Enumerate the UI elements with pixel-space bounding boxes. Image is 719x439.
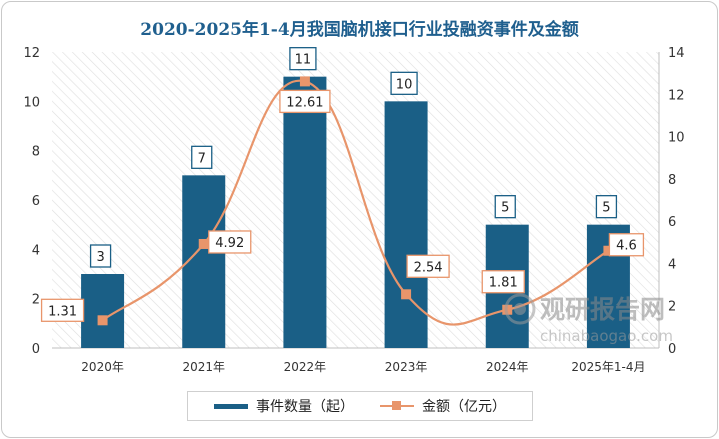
line-marker <box>299 76 310 87</box>
left-axis-tick-label: 12 <box>23 46 40 61</box>
bar-data-label-box <box>494 195 516 219</box>
left-axis-tick-label: 0 <box>32 342 40 357</box>
line-marker <box>198 238 209 249</box>
line-data-label-box <box>406 254 450 278</box>
watermark-url: chinabaogao.com <box>540 327 673 345</box>
left-axis-tick-label: 2 <box>32 293 40 308</box>
right-axis-tick-label: 14 <box>668 46 685 61</box>
right-axis-tick-label: 10 <box>668 131 685 146</box>
right-axis-tick-label: 6 <box>668 215 676 230</box>
legend-bar-swatch <box>214 403 248 409</box>
right-axis-tick-label: 2 <box>668 300 676 315</box>
bar-data-label-box <box>89 244 112 268</box>
line-data-label: 1.81 <box>489 276 518 291</box>
legend-line-label: 金额（亿元） <box>422 399 506 415</box>
x-axis-tick-label: 2022年 <box>284 360 327 374</box>
bar-data-label: 5 <box>602 201 610 216</box>
x-axis: 2020年 2021年 2022年 2023年 2024年 2025年1-4月 <box>52 347 659 374</box>
bar-data-label-box <box>289 47 317 71</box>
line-data-label-box <box>608 233 645 257</box>
plot-area <box>52 52 659 348</box>
left-axis-tick-label: 10 <box>23 95 40 110</box>
legend-bar-label: 事件数量（起） <box>256 399 354 415</box>
line-data-label: 4.92 <box>215 236 244 251</box>
bar-data-label: 11 <box>295 53 312 68</box>
bar-data-label-box <box>390 71 418 95</box>
legend: 事件数量（起） 金额（亿元） <box>187 391 533 421</box>
x-axis-tick-label: 2025年1-4月 <box>571 360 645 374</box>
bar-data-label-box <box>595 195 618 219</box>
bar <box>384 101 428 348</box>
line-marker <box>603 245 614 256</box>
left-axis: 0 2 4 6 8 10 12 <box>23 46 40 357</box>
right-axis-tick-label: 0 <box>668 342 676 357</box>
right-axis-tick-label: 8 <box>668 173 676 188</box>
left-axis-tick-label: 6 <box>32 194 40 209</box>
bar-data-label: 3 <box>96 250 104 265</box>
line-data-label-box <box>279 89 331 114</box>
bar-data-label: 10 <box>396 77 413 92</box>
x-axis-tick-label: 2021年 <box>182 360 225 374</box>
left-axis-tick-label: 4 <box>32 243 40 258</box>
line-marker <box>401 289 412 300</box>
watermark-logo-icon <box>504 293 536 325</box>
right-axis-tick-label: 4 <box>668 257 676 272</box>
watermark-brand: 观研报告网 <box>540 295 665 324</box>
bar-data-label-box <box>191 145 213 169</box>
left-axis-tick-label: 8 <box>32 145 40 160</box>
data-labels: 3 7 11 10 5 5 1.31 4.92 12.61 2.54 1.81 4.6 <box>40 47 645 322</box>
line-data-label-box <box>208 230 252 254</box>
x-axis-tick-label: 2024年 <box>486 360 529 374</box>
right-axis: 0 2 4 6 8 10 12 14 <box>658 46 685 357</box>
x-axis-tick-label: 2023年 <box>385 360 428 374</box>
bar-data-label: 7 <box>198 151 206 166</box>
line-data-label: 12.61 <box>286 95 323 110</box>
legend-line-swatch <box>380 401 414 410</box>
watermark: 观研报告网 chinabaogao.com <box>504 293 673 345</box>
bar <box>283 76 327 349</box>
legend-item-bar: 事件数量（起） <box>214 396 354 416</box>
line-data-label-box <box>40 298 85 322</box>
legend-item-line: 金额（亿元） <box>380 396 506 416</box>
line-data-label: 1.31 <box>48 304 77 319</box>
line-data-label: 4.6 <box>616 239 637 254</box>
line-data-label: 2.54 <box>414 260 443 275</box>
bar <box>182 175 226 348</box>
chart-title: 2020-2025年1-4月我国脑机接口行业投融资事件及金额 <box>140 20 579 40</box>
bar-data-label: 5 <box>501 201 509 216</box>
line-data-label-box <box>481 270 525 294</box>
x-axis-tick-label: 2020年 <box>81 360 124 374</box>
line-marker <box>97 315 108 326</box>
right-axis-tick-label: 12 <box>668 88 685 103</box>
